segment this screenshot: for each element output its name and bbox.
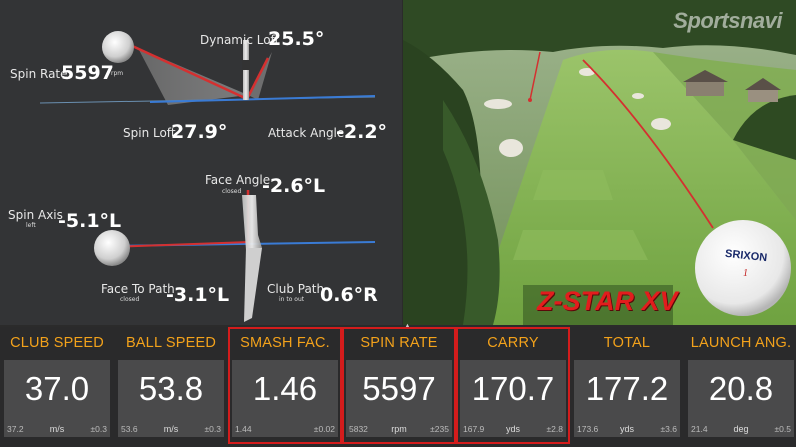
stat-deviation: ±235 — [430, 424, 449, 434]
club-path-note: in to out — [279, 296, 305, 303]
sportsnavi-logo: Sportsnavi — [673, 8, 782, 33]
spin-axis-value: -5.1°L — [58, 210, 122, 232]
spin-rate-unit: rpm — [111, 70, 124, 77]
impact-analysis-panel: Dynamic Loft 25.5° Spin Rate 5597 rpm Sp… — [0, 0, 402, 325]
stat-panel: 37.0 37.2 m/s ±0.3 — [4, 360, 110, 437]
stat-panel: 20.8 21.4 deg ±0.5 — [688, 360, 794, 437]
stat-value: 53.8 — [138, 370, 204, 407]
stat-deviation: ±3.6 — [660, 424, 677, 434]
face-to-path-note: closed — [120, 296, 140, 303]
stat-previous: 5832 — [349, 424, 368, 434]
stat-previous: 53.6 — [121, 424, 138, 434]
stat-label: CARRY — [487, 335, 539, 351]
face-to-path-label: Face To Path — [101, 282, 175, 296]
spin-loft-value: 27.9° — [171, 121, 228, 143]
distant-trees — [403, 0, 796, 62]
spin-axis-line — [109, 241, 251, 248]
shot-trajectory — [582, 59, 714, 229]
ball-number: 1 — [743, 268, 748, 279]
club-path-value: 0.6°R — [320, 284, 378, 306]
stat-value: 1.46 — [252, 370, 318, 407]
stat-deviation: ±2.8 — [546, 424, 563, 434]
spin-axis-note: left — [26, 222, 36, 229]
stat-previous: 37.2 — [7, 424, 24, 434]
stat-card: CARRY 170.7 167.9 yds ±2.8 — [456, 327, 570, 444]
stat-label: BALL SPEED — [125, 335, 217, 351]
stat-unit: m/s — [163, 424, 179, 434]
loft-line — [246, 57, 270, 98]
club-blade — [244, 248, 262, 322]
stat-panel: 1.46 1.44 ±0.02 — [232, 360, 338, 437]
stat-unit: yds — [619, 424, 634, 434]
stat-previous: 167.9 — [463, 424, 485, 434]
stat-value: 170.7 — [471, 370, 555, 407]
ball-flight-line — [127, 42, 246, 100]
impact-diagrams — [39, 31, 376, 322]
spin-rate-value: 5597 — [61, 62, 114, 84]
stat-label: TOTAL — [603, 335, 651, 351]
ball-bottom — [94, 230, 130, 266]
stats-bar: CLUB SPEED 37.0 37.2 m/s ±0.3 BALL SPEED 53.8 5… — [0, 327, 796, 447]
stat-card: LAUNCH ANG. 20.8 21.4 deg ±0.5 — [684, 327, 796, 444]
attack-angle-label: Attack Angle — [268, 126, 345, 140]
right-trees — [733, 95, 796, 160]
stat-unit: yds — [505, 424, 520, 434]
side-view-diagram — [39, 31, 376, 105]
top-view-diagram — [94, 190, 376, 322]
attack-angle-value: -2.2° — [336, 121, 388, 143]
stat-value: 37.0 — [24, 370, 90, 407]
dynamic-loft-label: Dynamic Loft — [200, 33, 280, 47]
club-hosel — [242, 60, 250, 70]
stat-card: SPIN RATE 5597 5832 rpm ±235 — [342, 327, 456, 444]
course-view: Sportsnavi SRIXON 1 Z-STAR XV — [403, 0, 796, 325]
club-head-top — [242, 195, 262, 250]
stat-deviation: ±0.02 — [313, 424, 335, 434]
stat-card: BALL SPEED 53.8 53.6 m/s ±0.3 — [114, 327, 228, 444]
stat-label: SPIN RATE — [360, 335, 438, 351]
stat-previous: 173.6 — [577, 424, 599, 434]
stat-unit: rpm — [391, 424, 407, 434]
course-scene — [403, 0, 796, 325]
face-to-path-value: -3.1°L — [166, 284, 230, 306]
dynamic-loft-value: 25.5° — [268, 28, 325, 50]
face-angle-value: -2.6°L — [262, 175, 326, 197]
stat-panel: 53.8 53.6 m/s ±0.3 — [118, 360, 224, 437]
stat-deviation: ±0.3 — [90, 424, 107, 434]
stat-card: CLUB SPEED 37.0 37.2 m/s ±0.3 — [0, 327, 114, 444]
stat-value: 177.2 — [585, 370, 669, 407]
chevron-up-icon[interactable]: ▲ — [403, 321, 412, 331]
golf-ball — [695, 220, 791, 316]
club-path-label: Club Path — [267, 282, 325, 296]
stat-unit: deg — [733, 424, 749, 434]
stat-label: CLUB SPEED — [10, 335, 104, 351]
stat-unit: m/s — [49, 424, 65, 434]
spin-loft-label: Spin Loft — [123, 126, 176, 140]
stat-label: LAUNCH ANG. — [690, 335, 792, 351]
stat-panel: 170.7 167.9 yds ±2.8 — [460, 360, 566, 437]
left-trees — [403, 40, 481, 325]
ad-text: Z-STAR XV — [537, 286, 678, 316]
spin-rate-label: Spin Rate — [10, 67, 68, 81]
attack-angle-line — [149, 95, 376, 103]
stat-card: TOTAL 177.2 173.6 yds ±3.6 — [570, 327, 684, 444]
face-angle-note: closed — [222, 188, 242, 195]
stat-label: SMASH FAC. — [240, 335, 330, 351]
stat-panel: 5597 5832 rpm ±235 — [346, 360, 452, 437]
face-angle-label: Face Angle — [205, 173, 271, 187]
stat-deviation: ±0.3 — [204, 424, 221, 434]
stat-value: 20.8 — [708, 370, 774, 407]
stat-panel: 177.2 173.6 yds ±3.6 — [574, 360, 680, 437]
ball-top — [102, 31, 134, 63]
stat-previous: 1.44 — [235, 424, 252, 434]
stat-previous: 21.4 — [691, 424, 708, 434]
stat-deviation: ±0.5 — [774, 424, 791, 434]
spin-axis-label: Spin Axis — [8, 208, 63, 222]
stat-value: 5597 — [362, 370, 436, 407]
stat-card: SMASH FAC. 1.46 1.44 ±0.02 — [228, 327, 342, 444]
bunker — [484, 99, 512, 109]
